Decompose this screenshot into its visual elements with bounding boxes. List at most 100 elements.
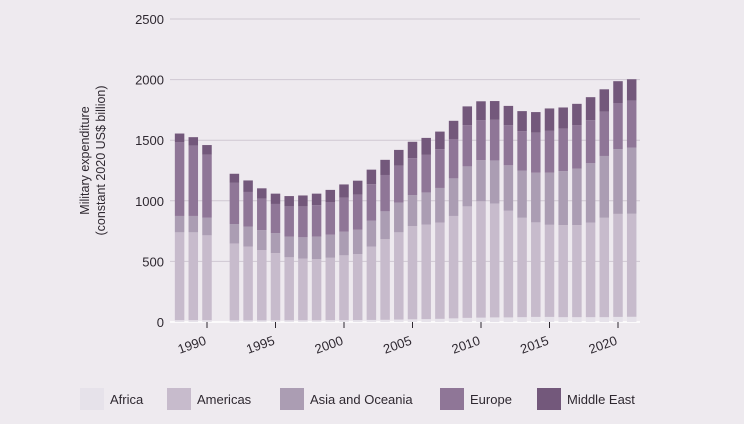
- bar-segment-middle-east: [489, 101, 500, 120]
- bar-segment-americas: [366, 246, 377, 320]
- legend-swatch: [280, 388, 304, 410]
- bar-segment-europe: [531, 132, 541, 173]
- bar-segment-europe: [352, 194, 363, 230]
- bar-segment-americas: [325, 257, 336, 321]
- bar-segment-middle-east: [613, 81, 623, 103]
- bar-segment-middle-east: [531, 112, 541, 133]
- x-tick-label: 1990: [176, 333, 208, 357]
- bar-segment-africa: [503, 317, 514, 322]
- bar-segment-asia-and-oceania: [599, 155, 610, 218]
- bar-segment-africa: [613, 316, 623, 322]
- bar-segment-europe: [380, 174, 390, 212]
- bar-segment-middle-east: [407, 141, 418, 159]
- legend-label: Europe: [470, 392, 512, 407]
- legend-swatch: [80, 388, 104, 410]
- bar-segment-africa: [572, 317, 582, 322]
- bar-segment-asia-and-oceania: [626, 147, 637, 214]
- bar-segment-asia-and-oceania: [243, 226, 253, 247]
- y-tick-label: 1000: [135, 194, 164, 209]
- bar-segment-europe: [435, 149, 445, 188]
- bar-segment-asia-and-oceania: [531, 172, 541, 223]
- bar-segment-europe: [298, 206, 308, 238]
- y-tick-label: 2500: [135, 12, 164, 27]
- bar-segment-americas: [476, 201, 486, 318]
- bar-segment-asia-and-oceania: [257, 230, 267, 251]
- bar-segment-europe: [407, 158, 418, 196]
- bar-segment-europe: [476, 120, 486, 161]
- bar-segment-middle-east: [257, 188, 267, 199]
- bar-segment-americas: [435, 222, 445, 319]
- bar-segment-americas: [613, 213, 623, 317]
- bar-segment-europe: [202, 154, 212, 218]
- bar-segment-europe: [188, 145, 199, 216]
- bar-segment-europe: [284, 206, 294, 237]
- y-axis-title: Military expenditure: [78, 106, 92, 214]
- bar-segment-middle-east: [174, 133, 185, 143]
- bar-segment-africa: [325, 320, 336, 322]
- bar-segment-middle-east: [352, 180, 363, 195]
- bar-segment-americas: [407, 226, 418, 320]
- bar-segment-middle-east: [503, 105, 514, 126]
- y-tick-label: 2000: [135, 73, 164, 88]
- bar-segment-europe: [599, 111, 610, 156]
- bar-segment-africa: [585, 317, 596, 322]
- legend-item-americas: Americas: [167, 388, 252, 410]
- bar-segment-africa: [257, 320, 267, 322]
- bar-segment-middle-east: [435, 131, 445, 150]
- bar-segment-africa: [394, 319, 404, 322]
- bar-segment-europe: [503, 125, 514, 166]
- legend-item-europe: Europe: [440, 388, 512, 410]
- bar-segment-europe: [229, 182, 240, 225]
- axes: 0 500 1000 1500 2000 2500 1990 1995 2000 2005 2010…: [78, 12, 619, 357]
- bar-segment-europe: [270, 203, 281, 234]
- bar-segment-asia-and-oceania: [517, 170, 527, 218]
- legend-item-asia-and-oceania: Asia and Oceania: [280, 388, 413, 410]
- bar-segment-africa: [517, 317, 527, 322]
- bar-segment-americas: [489, 203, 500, 318]
- bar-segment-asia-and-oceania: [421, 192, 431, 225]
- bar-segment-asia-and-oceania: [613, 149, 623, 214]
- bar-segment-africa: [298, 320, 308, 322]
- bar-segment-asia-and-oceania: [352, 229, 363, 255]
- bar-segment-africa: [284, 320, 294, 322]
- bar-segment-asia-and-oceania: [476, 160, 486, 202]
- x-tick-label: 2005: [381, 333, 413, 357]
- bar-segment-middle-east: [558, 107, 568, 129]
- bar-segment-middle-east: [229, 173, 240, 183]
- bar-segment-asia-and-oceania: [366, 220, 377, 247]
- bar-segment-middle-east: [626, 79, 637, 101]
- bar-segment-middle-east: [421, 137, 431, 155]
- bar-segment-africa: [435, 318, 445, 322]
- bar-segment-asia-and-oceania: [284, 236, 294, 258]
- legend-label: Americas: [197, 392, 252, 407]
- x-tick-label: 2020: [587, 333, 619, 357]
- bar-segment-asia-and-oceania: [503, 165, 514, 211]
- bar-segment-americas: [599, 217, 610, 318]
- bar-segment-asia-and-oceania: [558, 171, 568, 226]
- bar-segment-americas: [380, 239, 390, 320]
- bar-segment-middle-east: [517, 111, 527, 132]
- bar-segment-americas: [270, 253, 281, 321]
- bar-segment-europe: [462, 125, 473, 167]
- bar-segment-africa: [339, 320, 349, 322]
- bar-segment-europe: [339, 197, 349, 232]
- bar-segment-americas: [517, 217, 527, 318]
- bar-segment-americas: [558, 225, 568, 318]
- bar-segment-europe: [489, 119, 500, 161]
- x-tick-label: 1995: [244, 333, 276, 357]
- bar-segment-middle-east: [462, 106, 473, 126]
- bar-segment-africa: [352, 320, 363, 322]
- bar-segment-africa: [462, 317, 473, 322]
- legend-label: Middle East: [567, 392, 635, 407]
- bar-segment-europe: [572, 125, 582, 169]
- bar-segment-africa: [544, 316, 555, 322]
- bar-segment-asia-and-oceania: [229, 224, 240, 244]
- bar-segment-europe: [394, 165, 404, 203]
- bar-segment-asia-and-oceania: [489, 160, 500, 204]
- bar-segment-asia-and-oceania: [202, 217, 212, 236]
- bar-segment-americas: [503, 210, 514, 318]
- bar-segment-middle-east: [572, 103, 582, 126]
- y-tick-label: 500: [142, 254, 164, 269]
